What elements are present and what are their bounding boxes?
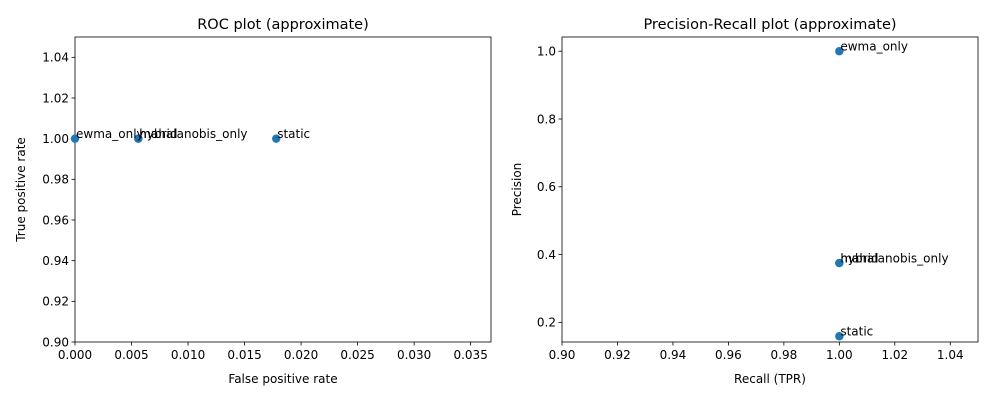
roc-x-tick-label: 0.010	[171, 348, 205, 362]
pr-y-tick-label: 1.0	[537, 45, 556, 59]
pr-x-tick-label: 1.04	[937, 348, 964, 362]
pr-x-tick-label: 0.90	[549, 348, 576, 362]
pr-x-axis-label: Recall (TPR)	[734, 372, 806, 386]
pr-y-tick-label: 0.8	[537, 112, 556, 126]
roc-annotation-hybrid: hybrid	[139, 127, 177, 141]
pr-point-ewma-only	[835, 47, 844, 56]
roc-x-tick-label: 0.025	[340, 348, 374, 362]
pr-annotation-static: static	[840, 325, 873, 339]
pr-y-axis-label: Precision	[510, 163, 524, 217]
roc-annotation-ewma-only: ewma_only	[76, 127, 144, 141]
roc-x-tick-label: 0.000	[58, 348, 92, 362]
pr-point-mahalanobis-only	[835, 258, 844, 268]
pr-annotation-ewma-only: ewma_only	[840, 40, 908, 54]
roc-y-tick-label: 0.92	[42, 295, 69, 309]
roc-chart-title: ROC plot (approximate)	[197, 17, 369, 33]
pr-x-tick-label: 0.98	[771, 348, 798, 362]
roc-y-tick-label: 0.98	[42, 173, 69, 187]
roc-point-static	[272, 134, 281, 143]
roc-y-tick-label: 1.00	[42, 132, 69, 146]
roc-x-tick-label: 0.020	[284, 348, 318, 362]
roc-point-mahalanobis-only	[134, 134, 143, 143]
roc-chart: 0.000 0.005 0.010 0.015 0.020 0.025 0.030 0.035…	[14, 17, 492, 386]
roc-y-tick-label: 1.04	[42, 51, 69, 65]
pr-x-tick-label: 1.00	[826, 348, 853, 362]
pr-x-tick-label: 1.02	[881, 348, 908, 362]
pr-y-tick-label: 0.6	[537, 180, 556, 194]
roc-y-tick-label: 1.02	[42, 91, 69, 105]
roc-y-tick-label: 0.94	[42, 254, 69, 268]
pr-x-tick-label: 0.96	[715, 348, 742, 362]
roc-x-axis-label: False positive rate	[228, 372, 337, 386]
roc-x-tick-label: 0.030	[397, 348, 431, 362]
roc-y-tick-label: 0.90	[42, 335, 69, 349]
pr-annotation-mahalanobis-only: mahalanobis_only	[840, 252, 948, 266]
precision-recall-chart: 0.90 0.92 0.94 0.96 0.98 1.00 1.02 1.04 0.2 0.4 0.…	[510, 17, 979, 386]
roc-x-tick-label: 0.035	[453, 348, 487, 362]
pr-x-tick-label: 0.92	[604, 348, 631, 362]
roc-annotation-static: static	[277, 127, 310, 141]
roc-x-tick-label: 0.015	[227, 348, 261, 362]
roc-y-axis-label: True positive rate	[14, 137, 28, 243]
pr-y-tick-label: 0.2	[537, 316, 556, 330]
roc-x-tick-label: 0.005	[114, 348, 148, 362]
roc-axes-frame	[74, 36, 492, 343]
roc-y-tick-label: 0.96	[42, 213, 69, 227]
roc-annotation-mahalanobis-only: mahalanobis_only	[139, 127, 247, 141]
pr-y-tick-label: 0.4	[537, 248, 556, 262]
pr-point-static	[835, 332, 844, 341]
pr-x-tick-label: 0.94	[660, 348, 687, 362]
pr-axes-frame	[561, 36, 979, 343]
pr-annotation-hybrid: hybrid	[840, 252, 878, 266]
pr-chart-title: Precision-Recall plot (approximate)	[643, 17, 896, 33]
roc-point-ewma-only	[70, 134, 80, 143]
